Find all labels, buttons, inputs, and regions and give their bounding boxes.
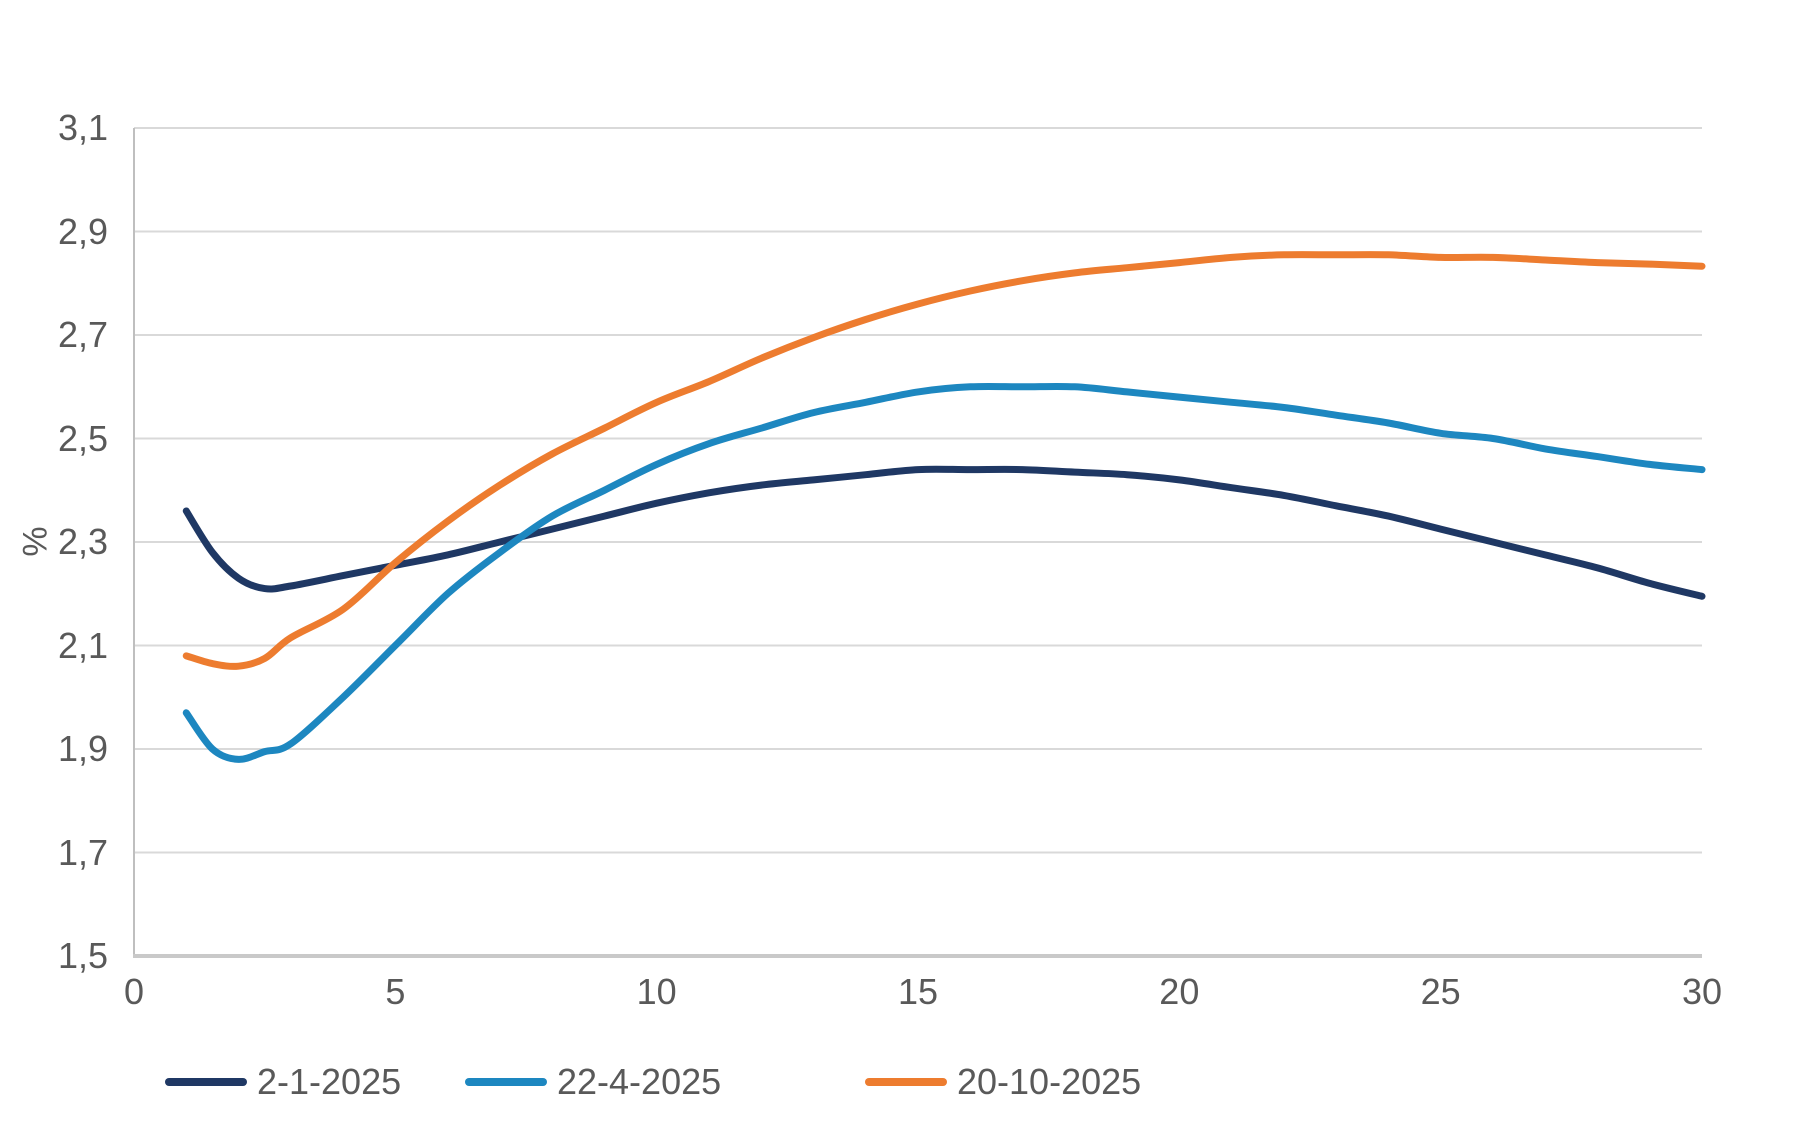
series-line-20-10-2025 <box>182 251 1706 670</box>
y-tick-label: 2,9 <box>57 210 108 252</box>
legend-swatch <box>865 1078 947 1086</box>
legend-label: 20-10-2025 <box>957 1061 1142 1102</box>
y-tick-label: 1,9 <box>57 728 108 769</box>
y-tick-label: 1,5 <box>57 935 108 976</box>
series-line-22-4-2025 <box>182 382 1706 763</box>
y-tick-label: 2,7 <box>57 314 108 355</box>
x-tick-label: 20 <box>1159 971 1200 1012</box>
x-tick-label: 25 <box>1420 971 1461 1012</box>
y-tick-label: 2,1 <box>57 624 108 666</box>
chart-legend: 2-1-2025 22-4-2025 20-10-2025 <box>0 1056 1800 1108</box>
x-tick-label: 0 <box>123 971 145 1012</box>
y-tick-label: 2,5 <box>57 417 108 459</box>
legend-item: 2-1-2025 <box>165 1056 401 1108</box>
y-tick-label: 2,3 <box>57 521 108 562</box>
legend-swatch <box>165 1078 247 1086</box>
legend-swatch <box>465 1078 547 1086</box>
y-tick-label: 1,7 <box>57 831 108 873</box>
x-tick-label: 5 <box>385 971 406 1012</box>
legend-label: 22-4-2025 <box>557 1061 722 1102</box>
legend-label: 2-1-2025 <box>257 1061 402 1102</box>
x-tick-label: 30 <box>1681 971 1723 1012</box>
x-tick-label: 15 <box>897 971 939 1012</box>
y-tick-label: 3,1 <box>57 107 108 148</box>
x-tick-label: 10 <box>636 971 677 1012</box>
series-line-2-1-2025 <box>182 465 1706 600</box>
legend-item: 20-10-2025 <box>865 1056 1141 1108</box>
legend-item: 22-4-2025 <box>465 1056 721 1108</box>
